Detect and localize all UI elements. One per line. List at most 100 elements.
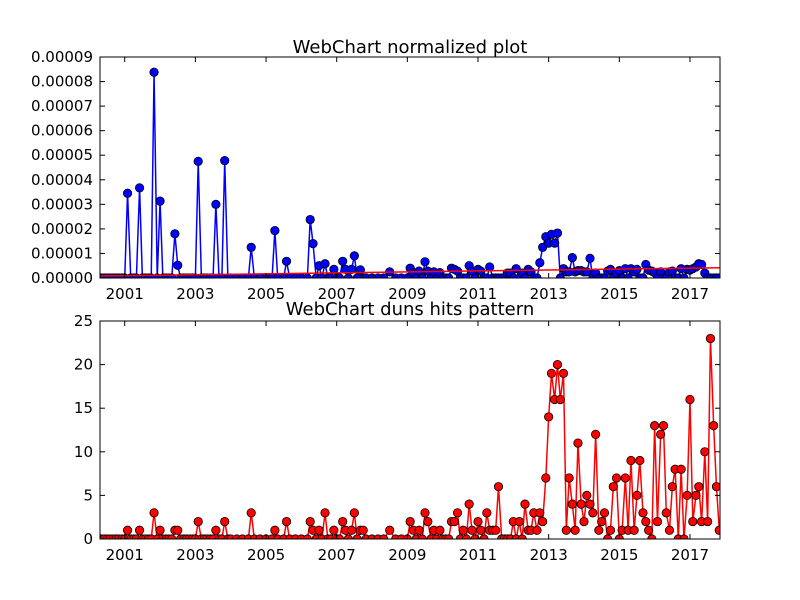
data-point <box>135 184 143 192</box>
data-point <box>282 257 290 265</box>
data-point <box>636 456 644 464</box>
data-point <box>123 526 131 534</box>
x-tick-label: 2013 <box>530 285 568 303</box>
data-point <box>515 517 523 525</box>
y-tick-label: 10 <box>74 443 93 461</box>
data-point <box>689 517 697 525</box>
data-point <box>174 526 182 534</box>
data-point <box>612 474 620 482</box>
y-tick-label: 0.00003 <box>31 195 93 213</box>
data-point <box>533 526 541 534</box>
data-point <box>536 509 544 517</box>
y-tick-label: 0.00005 <box>31 146 93 164</box>
data-point <box>150 68 158 76</box>
data-point <box>568 253 576 261</box>
y-tick-label: 0.00008 <box>31 73 93 91</box>
data-point <box>538 517 546 525</box>
data-point <box>639 509 647 517</box>
data-point <box>659 421 667 429</box>
data-point <box>421 258 429 266</box>
data-point <box>580 517 588 525</box>
y-tick-label: 0.00001 <box>31 244 93 262</box>
data-point <box>695 482 703 490</box>
data-point <box>703 517 711 525</box>
data-point <box>406 517 414 525</box>
data-point <box>595 526 603 534</box>
data-point <box>565 474 573 482</box>
data-point <box>683 491 691 499</box>
data-point <box>156 197 164 205</box>
x-tick-label: 2003 <box>176 546 214 564</box>
data-point <box>677 465 685 473</box>
data-point <box>465 500 473 508</box>
y-tick-label: 0.00000 <box>31 269 93 287</box>
data-point <box>330 526 338 534</box>
data-point <box>553 229 561 237</box>
y-tick-label: 0.00007 <box>31 97 93 115</box>
data-point <box>339 257 347 265</box>
data-point <box>468 526 476 534</box>
x-tick-label: 2003 <box>176 285 214 303</box>
y-tick-label: 0.00002 <box>31 220 93 238</box>
data-point <box>385 526 393 534</box>
data-point <box>483 509 491 517</box>
data-point <box>597 517 605 525</box>
data-point <box>271 226 279 234</box>
chart-duns-hits-pattern: WebChart duns hits pattern 2001 2003 2005 2… <box>74 299 724 564</box>
data-point <box>212 526 220 534</box>
data-point <box>577 500 585 508</box>
data-point <box>630 526 638 534</box>
data-point <box>644 526 652 534</box>
x-tick-label: 2011 <box>459 546 497 564</box>
y-tick-label: 25 <box>74 312 93 330</box>
y-tick-label: 20 <box>74 356 93 374</box>
data-point <box>686 395 694 403</box>
x-tick-label: 2017 <box>671 546 709 564</box>
x-tick-label: 2009 <box>388 546 426 564</box>
chart-title: WebChart normalized plot <box>293 37 528 58</box>
x-tick-label: 2017 <box>671 285 709 303</box>
chart-title: WebChart duns hits pattern <box>286 299 534 320</box>
data-point <box>712 482 720 490</box>
data-point <box>282 517 290 525</box>
data-point <box>559 369 567 377</box>
data-point <box>521 500 529 508</box>
data-point <box>321 260 329 268</box>
data-point <box>123 189 131 197</box>
data-point <box>653 517 661 525</box>
data-point <box>485 263 493 271</box>
x-tick-label: 2013 <box>530 546 568 564</box>
data-point <box>194 517 202 525</box>
data-point <box>609 482 617 490</box>
data-point <box>247 509 255 517</box>
data-point <box>600 509 608 517</box>
data-point <box>150 509 158 517</box>
data-point <box>589 509 597 517</box>
data-point <box>347 526 355 534</box>
data-point <box>453 509 461 517</box>
data-point <box>556 395 564 403</box>
data-point <box>309 239 317 247</box>
x-tick-label: 2001 <box>106 546 144 564</box>
x-tick-label: 2005 <box>247 546 285 564</box>
data-point <box>339 517 347 525</box>
data-point <box>547 369 555 377</box>
data-point <box>424 517 432 525</box>
x-tick-label: 2015 <box>600 285 638 303</box>
data-point <box>350 252 358 260</box>
y-tick-label: 5 <box>83 486 93 504</box>
data-point <box>550 239 558 247</box>
data-point <box>662 509 670 517</box>
data-point <box>491 526 499 534</box>
series-line <box>101 72 719 278</box>
data-point <box>306 517 314 525</box>
data-point <box>650 421 658 429</box>
data-point <box>135 526 143 534</box>
data-point <box>709 421 717 429</box>
series-0 <box>97 68 724 282</box>
data-point <box>692 491 700 499</box>
data-point <box>668 482 676 490</box>
data-point <box>321 509 329 517</box>
data-point <box>586 254 594 262</box>
data-point <box>642 517 650 525</box>
